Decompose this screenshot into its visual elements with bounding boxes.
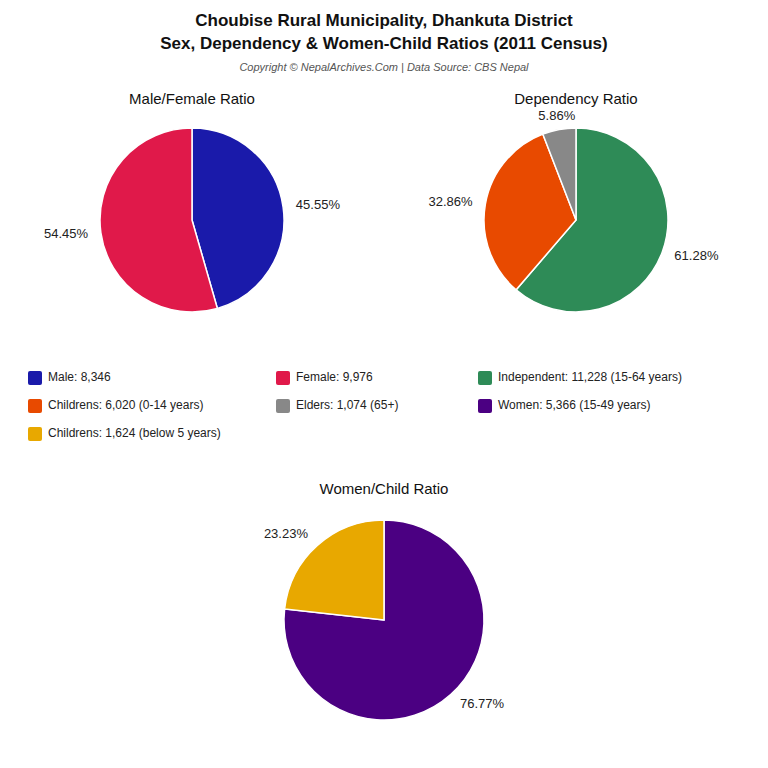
legend-entry: Male: 8,346 — [48, 370, 111, 384]
data-label: 45.55% — [296, 197, 341, 212]
pie-slice — [100, 128, 217, 312]
legend-swatch — [28, 427, 42, 441]
data-label: 5.86% — [538, 108, 575, 123]
legend-entry: Childrens: 1,624 (below 5 years) — [48, 426, 221, 440]
chart-title: Women/Child Ratio — [320, 480, 449, 497]
figure: Choubise Rural Municipality, Dhankuta Di… — [0, 0, 768, 768]
data-label: 23.23% — [264, 526, 309, 541]
title: Choubise Rural Municipality, Dhankuta Di… — [195, 11, 573, 30]
pie-chart: Dependency Ratio — [484, 90, 668, 312]
chart-title: Male/Female Ratio — [129, 90, 255, 107]
data-label: 32.86% — [429, 194, 474, 209]
data-label: 54.45% — [44, 226, 89, 241]
legend-entry: Elders: 1,074 (65+) — [296, 398, 398, 412]
legend-swatch — [276, 371, 290, 385]
legend-entry: Independent: 11,228 (15-64 years) — [498, 370, 682, 384]
legend-swatch — [28, 371, 42, 385]
legend-entry: Female: 9,976 — [296, 370, 373, 384]
data-label: 61.28% — [674, 248, 719, 263]
chart-title: Dependency Ratio — [514, 90, 637, 107]
legend-entry: Childrens: 6,020 (0-14 years) — [48, 398, 203, 412]
pie-slice — [284, 520, 484, 720]
subtitle: Sex, Dependency & Women-Child Ratios (20… — [160, 34, 607, 53]
legend-swatch — [478, 399, 492, 413]
legend-swatch — [478, 371, 492, 385]
legend: Male: 8,346 Female: 9,976 Independent: 11,… — [28, 370, 682, 441]
annotation: Copyright © NepalArchives.Com | Data Sou… — [239, 61, 529, 73]
pie-slice — [543, 128, 576, 220]
legend-swatch — [276, 399, 290, 413]
pie-chart: Women/Child Ratio — [284, 480, 484, 720]
legend-entry: Women: 5,366 (15-49 years) — [498, 398, 651, 412]
legend-swatch — [28, 399, 42, 413]
pie-chart: Male/Female Ratio — [100, 90, 284, 312]
data-label: 76.77% — [460, 696, 505, 711]
